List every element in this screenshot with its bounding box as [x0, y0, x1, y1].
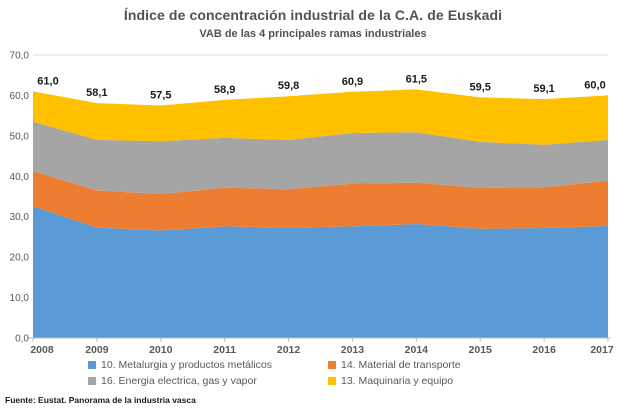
legend-label-energia: 16. Energia electrica, gas y vapor — [101, 375, 257, 387]
y-axis-tick-label: 30,0 — [10, 212, 30, 223]
legend-item-energia: 16. Energia electrica, gas y vapor — [88, 375, 257, 387]
x-axis-tick-label: 2012 — [277, 344, 301, 356]
x-axis-tick-label: 2009 — [85, 344, 109, 356]
legend-label-maquinaria: 13. Maquinaria y equipo — [341, 375, 454, 387]
legend-item-transporte: 14. Material de transporte — [328, 359, 461, 371]
y-axis-tick-label: 70,0 — [10, 51, 30, 62]
total-data-label: 59,8 — [278, 80, 299, 92]
y-axis-tick-label: 20,0 — [10, 253, 30, 264]
area-series-energia — [33, 121, 608, 195]
total-data-label: 58,9 — [214, 84, 235, 96]
x-axis-tick-label: 2014 — [405, 344, 429, 356]
legend-item-metalurgia: 10. Metalurgia y productos metálicos — [88, 359, 272, 371]
legend-label-transporte: 14. Material de transporte — [341, 359, 461, 371]
x-axis-tick-label: 2016 — [532, 344, 556, 356]
total-data-label: 57,5 — [150, 90, 171, 102]
y-axis-tick-label: 60,0 — [10, 91, 30, 102]
chart-title: Índice de concentración industrial de la… — [123, 7, 503, 23]
legend: 10. Metalurgia y productos metálicos 14. … — [0, 356, 626, 392]
legend-item-maquinaria: 13. Maquinaria y equipo — [328, 375, 453, 387]
x-axis-tick-label: 2013 — [341, 344, 365, 356]
total-data-label: 61,5 — [406, 73, 427, 85]
y-axis-tick-label: 40,0 — [10, 172, 30, 183]
y-axis-tick-label: 50,0 — [10, 131, 30, 142]
total-data-label: 60,9 — [342, 76, 363, 88]
x-axis-tick-label: 2008 — [30, 344, 54, 356]
total-data-label: 59,5 — [470, 81, 491, 93]
area-series-transporte — [33, 171, 608, 231]
total-data-label: 59,1 — [533, 83, 554, 95]
x-axis-tick-label: 2010 — [149, 344, 173, 356]
y-axis-tick-label: 0,0 — [15, 334, 29, 345]
x-axis-tick-label: 2015 — [469, 344, 493, 356]
y-axis-tick-label: 10,0 — [10, 293, 30, 304]
legend-swatch-transporte — [328, 361, 336, 369]
total-data-label: 61,0 — [37, 75, 58, 87]
chart-subtitle: VAB de las 4 principales ramas industria… — [199, 28, 427, 40]
source-note: Fuente: Eustat. Panorama de la industria… — [5, 395, 196, 405]
x-axis-tick-label: 2011 — [213, 344, 236, 356]
total-data-label: 58,1 — [86, 87, 107, 99]
legend-swatch-metalurgia — [88, 361, 96, 369]
legend-swatch-maquinaria — [328, 377, 336, 385]
legend-label-metalurgia: 10. Metalurgia y productos metálicos — [101, 359, 272, 371]
area-series-maquinaria — [33, 89, 608, 145]
legend-swatch-energia — [88, 377, 96, 385]
total-data-label: 60,0 — [584, 79, 605, 91]
area-series-metalurgia — [33, 206, 608, 338]
x-axis-tick-label: 2017 — [590, 344, 614, 356]
